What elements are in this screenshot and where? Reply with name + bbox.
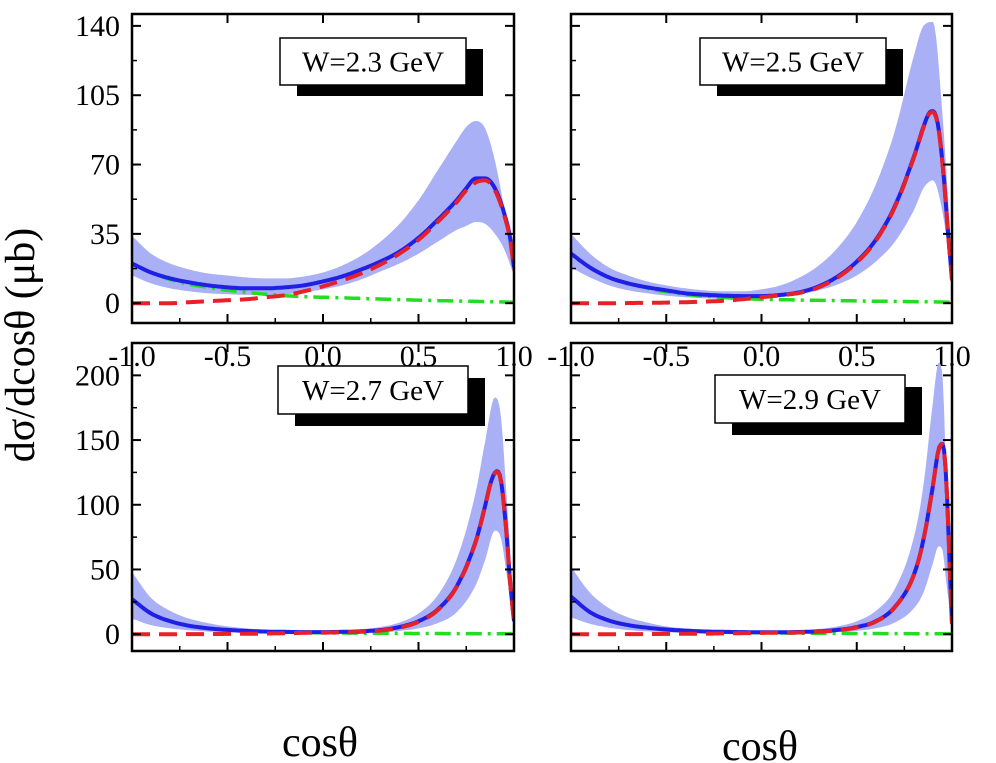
curve-dashed xyxy=(132,469,514,637)
curve-dashed xyxy=(571,442,952,637)
x-axis-label-left: cosθ xyxy=(282,720,358,763)
title-box xyxy=(714,374,906,424)
uncertainty-band xyxy=(571,362,952,634)
title-box xyxy=(699,37,887,86)
panel-4: W=2.9 GeV xyxy=(569,341,954,653)
plot-area xyxy=(132,121,514,306)
uncertainty-band xyxy=(132,121,514,295)
y-axis-label: dσ/dcosθ (μb) xyxy=(0,228,44,462)
title-box xyxy=(279,37,467,86)
y-tick-label: 50 xyxy=(90,553,120,586)
uncertainty-band xyxy=(571,21,952,299)
curve-total xyxy=(132,176,514,291)
panel-title: W=2.9 GeV xyxy=(739,384,881,416)
curve-dashed xyxy=(132,178,514,306)
plot-area xyxy=(132,397,514,637)
y-tick-label: 0 xyxy=(105,287,120,320)
y-tick-label: 70 xyxy=(90,149,120,182)
plot-area xyxy=(571,21,952,306)
panel-title: W=2.7 GeV xyxy=(302,375,444,407)
curve-dashed xyxy=(571,110,952,306)
y-tick-label: 105 xyxy=(75,79,120,112)
plot-area xyxy=(571,362,952,637)
panel-2: -1.0 -0.5 0.0 0.5 1.0W=2.5 GeV xyxy=(547,12,971,373)
uncertainty-band xyxy=(132,397,514,634)
panel-3: 0 50 100 150 200 W=2.7 GeV xyxy=(75,341,516,653)
curve-total xyxy=(571,441,952,635)
x-axis-label-right: cosθ xyxy=(722,724,798,763)
title-box xyxy=(277,365,469,415)
y-tick-label: 140 xyxy=(75,10,120,43)
panel-title: W=2.5 GeV xyxy=(722,47,864,79)
y-tick-label: 0 xyxy=(105,618,120,651)
y-tick-label: 35 xyxy=(90,218,120,251)
y-tick-label: 200 xyxy=(75,359,120,392)
y-tick-label: 100 xyxy=(75,489,120,522)
y-tick-label: 150 xyxy=(75,424,120,457)
panel-title: W=2.3 GeV xyxy=(302,47,444,79)
